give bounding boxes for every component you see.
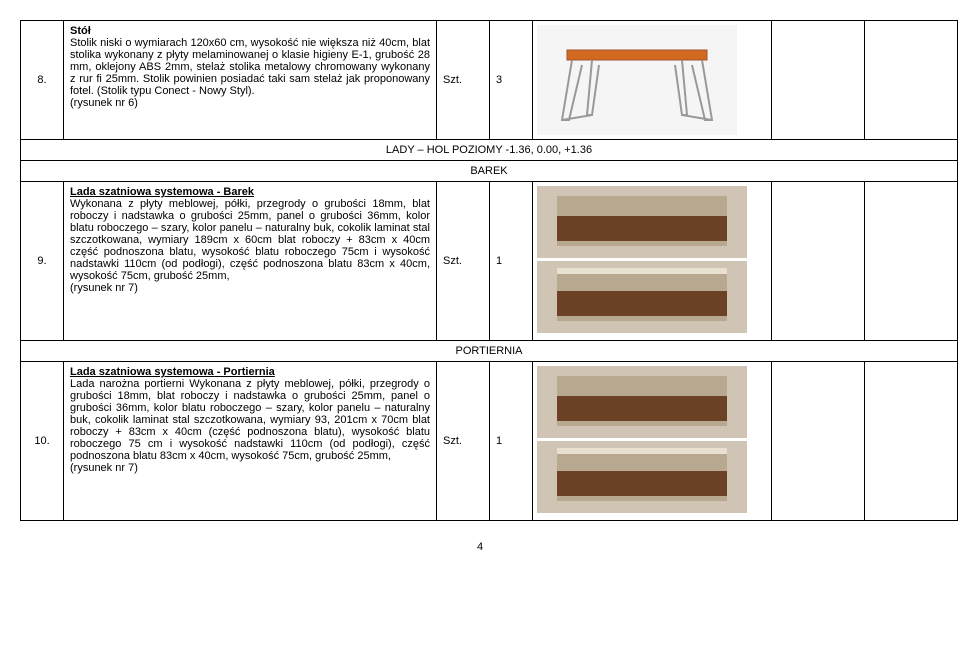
row-unit: Szt. [437, 362, 490, 521]
desc-body: Wykonana z płyty meblowej, półki, przegr… [70, 198, 430, 282]
table-row: 8. Stół Stolik niski o wymiarach 120x60 … [21, 21, 958, 140]
desc-drawing: (rysunek nr 7) [70, 462, 138, 474]
row-number: 9. [21, 182, 64, 341]
row-qty: 1 [490, 362, 533, 521]
row-empty [865, 362, 958, 521]
section-row: BAREK [21, 161, 958, 182]
row-unit: Szt. [437, 182, 490, 341]
table-row: 9. Lada szatniowa systemowa - Barek Wyko… [21, 182, 958, 341]
table-image [537, 25, 737, 135]
counter-image [537, 366, 747, 516]
spec-table: 8. Stół Stolik niski o wymiarach 120x60 … [20, 20, 958, 521]
row-number: 8. [21, 21, 64, 140]
section-row: PORTIERNIA [21, 341, 958, 362]
row-number: 10. [21, 362, 64, 521]
row-unit: Szt. [437, 21, 490, 140]
desc-drawing: (rysunek nr 6) [70, 97, 138, 109]
table-row: 10. Lada szatniowa systemowa - Portierni… [21, 362, 958, 521]
row-image [533, 362, 772, 521]
desc-title: Stół [70, 25, 91, 37]
row-description: Stół Stolik niski o wymiarach 120x60 cm,… [64, 21, 437, 140]
row-qty: 1 [490, 182, 533, 341]
row-image [533, 182, 772, 341]
section-header: PORTIERNIA [21, 341, 958, 362]
section-header: LADY – HOL POZIOMY -1.36, 0.00, +1.36 [21, 140, 958, 161]
page-number: 4 [20, 541, 940, 553]
desc-title: Lada szatniowa systemowa - Barek [70, 186, 254, 198]
row-empty [865, 21, 958, 140]
row-description: Lada szatniowa systemowa - Barek Wykonan… [64, 182, 437, 341]
desc-title: Lada szatniowa systemowa - Portiernia [70, 366, 275, 378]
row-qty: 3 [490, 21, 533, 140]
row-description: Lada szatniowa systemowa - Portiernia La… [64, 362, 437, 521]
row-empty [772, 182, 865, 341]
row-empty [772, 362, 865, 521]
section-row: LADY – HOL POZIOMY -1.36, 0.00, +1.36 [21, 140, 958, 161]
row-empty [772, 21, 865, 140]
row-image [533, 21, 772, 140]
desc-body: Stolik niski o wymiarach 120x60 cm, wyso… [70, 37, 430, 97]
desc-drawing: (rysunek nr 7) [70, 282, 138, 294]
section-header: BAREK [21, 161, 958, 182]
row-empty [865, 182, 958, 341]
desc-body: Lada narożna portierni Wykonana z płyty … [70, 378, 430, 462]
counter-image [537, 186, 747, 336]
